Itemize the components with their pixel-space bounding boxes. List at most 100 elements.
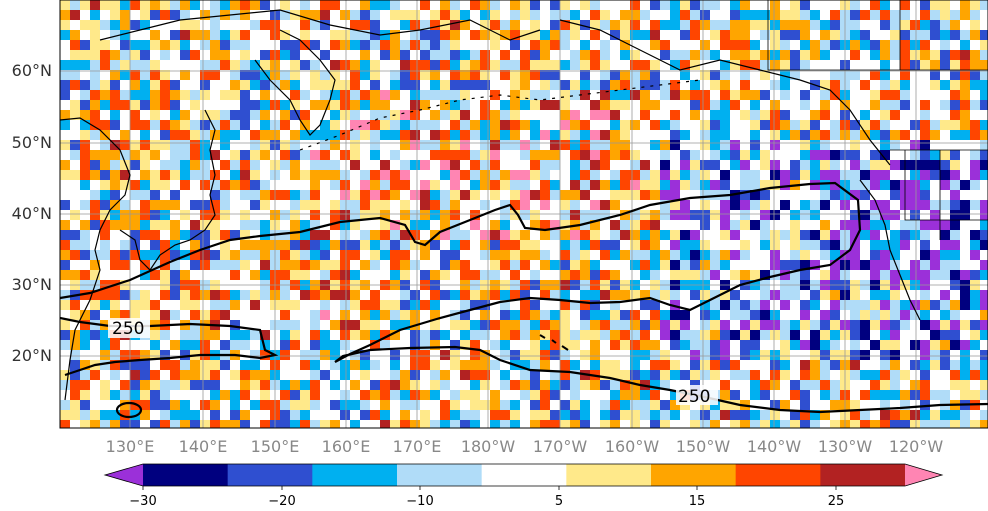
field-cell [90,90,100,100]
field-cell [100,360,110,370]
longitude-labels: 130°E 140°E 150°E 160°E 170°E 180°W 170°… [106,437,944,456]
field-cell [200,380,210,390]
field-cell [300,10,310,20]
field-cell [750,60,760,70]
field-cell [130,360,140,370]
field-cell [770,60,780,70]
field-cell [880,290,890,300]
field-cell [190,250,200,260]
field-cell [450,190,460,200]
field-cell [460,100,470,110]
field-cell [210,130,220,140]
field-cell [80,20,90,30]
field-cell [370,210,380,220]
field-cell [110,0,120,10]
field-cell [590,210,600,220]
field-cell [890,180,900,190]
field-cell [620,90,630,100]
field-cell [620,380,630,390]
field-cell [230,300,240,310]
field-cell [720,260,730,270]
field-cell [740,170,750,180]
field-cell [280,140,290,150]
field-cell [650,40,660,50]
field-cell [930,70,940,80]
field-cell [370,100,380,110]
field-cell [970,230,980,240]
field-cell [580,320,590,330]
field-cell [100,250,110,260]
field-cell [130,190,140,200]
field-cell [520,310,530,320]
field-cell [490,190,500,200]
field-cell [80,340,90,350]
field-cell [790,50,800,60]
field-cell [280,310,290,320]
field-cell [690,180,700,190]
field-cell [180,50,190,60]
field-cell [300,120,310,130]
field-cell [140,40,150,50]
field-cell [180,300,190,310]
field-cell [600,310,610,320]
field-cell [730,290,740,300]
field-cell [100,210,110,220]
field-cell [340,310,350,320]
field-cell [700,170,710,180]
field-cell [500,400,510,410]
field-cell [300,200,310,210]
map-panel: 250 250 [60,0,988,428]
field-cell [880,350,890,360]
field-cell [680,340,690,350]
field-cell [420,60,430,70]
field-cell [80,330,90,340]
field-cell [700,290,710,300]
field-cell [350,190,360,200]
field-cell [810,380,820,390]
field-cell [870,130,880,140]
field-cell [880,0,890,10]
field-cell [280,0,290,10]
field-cell [930,420,940,428]
field-cell [220,190,230,200]
field-cell [970,360,980,370]
field-cell [70,380,80,390]
field-cell [940,220,950,230]
field-cell [360,90,370,100]
field-cell [910,180,920,190]
field-cell [350,150,360,160]
coastline-asia [60,117,131,401]
field-cell [750,180,760,190]
field-cell [290,270,300,280]
field-cell [950,250,960,260]
field-cell [370,200,380,210]
field-cell [300,270,310,280]
field-cell [920,140,930,150]
field-cell [860,110,870,120]
field-cell [110,70,120,80]
field-cell [130,60,140,70]
field-cell [930,120,940,130]
field-cell [180,90,190,100]
field-cell [680,60,690,70]
lon-label-130e: 130°E [106,437,155,456]
field-cell [590,100,600,110]
field-cell [170,310,180,320]
field-cell [500,180,510,190]
field-cell [870,290,880,300]
field-cell [180,170,190,180]
field-cell [790,60,800,70]
field-cell [660,210,670,220]
field-cell [530,20,540,30]
field-cell [890,270,900,280]
field-cell [760,410,770,420]
field-cell [290,40,300,50]
field-cell [900,390,910,400]
field-cell [250,0,260,10]
field-cell [310,100,320,110]
field-cell [980,360,988,370]
field-cell [150,90,160,100]
field-cell [540,350,550,360]
field-cell [450,20,460,30]
field-cell [930,60,940,70]
